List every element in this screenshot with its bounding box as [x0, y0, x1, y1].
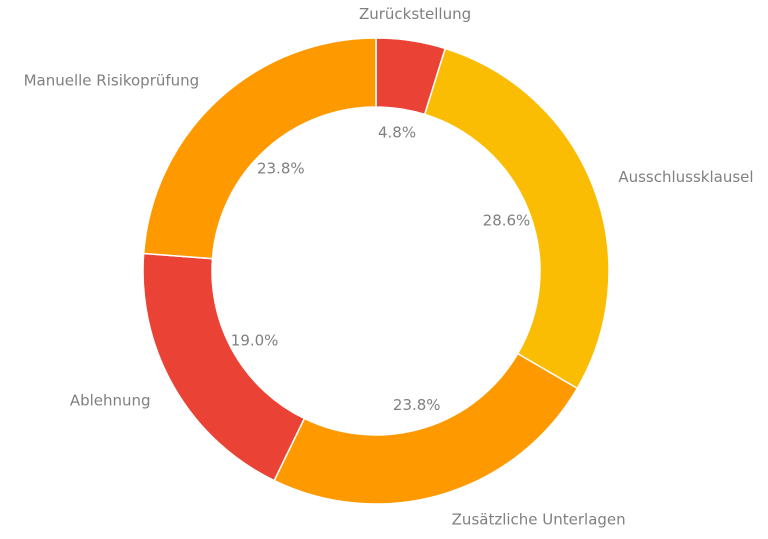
slice-zusaetzliche-unterlagen — [273, 352, 579, 505]
percent-label-manuelle-risikopruefung: 23.8% — [257, 159, 305, 177]
percent-labels-group: 4.8% 28.6% 23.8% 19.0% 23.8% — [231, 124, 531, 414]
category-label-ausschlussklausel: Ausschlussklausel — [618, 168, 753, 186]
category-labels-group: Zurückstellung Ausschlussklausel Zusätzlic… — [24, 5, 754, 529]
slices-group — [142, 37, 610, 505]
percent-label-zusaetzliche-unterlagen: 23.8% — [393, 396, 441, 414]
category-label-manuelle-risikopruefung: Manuelle Risikoprüfung — [24, 71, 200, 89]
slice-ablehnung — [142, 252, 306, 482]
percent-label-ablehnung: 19.0% — [231, 332, 279, 350]
category-label-zurueckstellung: Zurückstellung — [359, 5, 471, 23]
category-label-ablehnung: Ablehnung — [70, 392, 151, 410]
category-label-zusaetzliche-unterlagen: Zusätzliche Unterlagen — [452, 511, 626, 529]
percent-label-ausschlussklausel: 28.6% — [483, 211, 531, 229]
slice-ausschlussklausel — [423, 47, 610, 390]
percent-label-zurueckstellung: 4.8% — [378, 124, 416, 142]
slice-manuelle-risikopruefung — [142, 37, 377, 260]
